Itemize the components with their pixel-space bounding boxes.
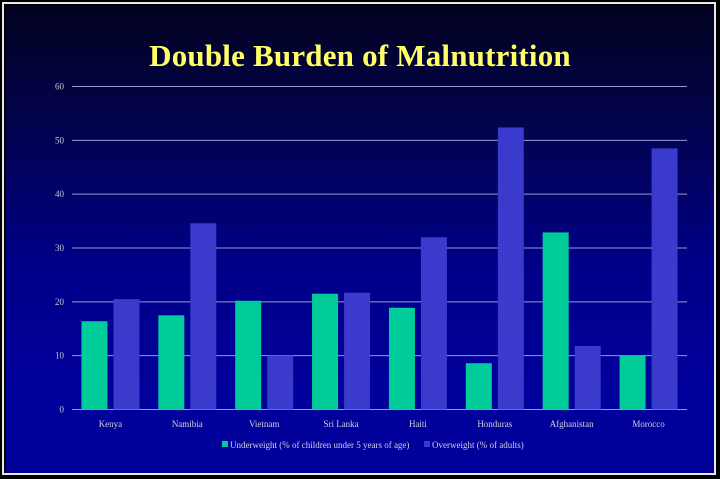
bar-underweight-haiti xyxy=(388,307,415,410)
bar-overweight-namibia xyxy=(190,223,217,410)
x-category-label: Vietnam xyxy=(249,419,279,429)
y-tick-label: 60 xyxy=(55,82,65,92)
chart-title: Double Burden of Malnutrition xyxy=(149,38,571,73)
y-tick-label: 20 xyxy=(55,297,65,307)
x-category-label: Kenya xyxy=(99,419,123,429)
bar-underweight-sri-lanka xyxy=(312,293,339,410)
x-category-label: Sri Lanka xyxy=(323,419,358,429)
bars xyxy=(81,127,678,410)
bar-overweight-kenya xyxy=(113,299,140,410)
bar-underweight-vietnam xyxy=(235,300,262,410)
bar-overweight-vietnam xyxy=(267,355,294,410)
legend-label-underweight: Underweight (% of children under 5 years… xyxy=(230,440,409,450)
legend-swatch-overweight xyxy=(424,441,430,447)
legend-label-overweight: Overweight (% of adults) xyxy=(432,440,524,450)
bar-overweight-sri-lanka xyxy=(344,292,371,410)
x-category-label: Namibia xyxy=(172,419,203,429)
y-tick-label: 10 xyxy=(55,351,65,361)
y-axis-tick-labels: 0 10 20 30 40 50 60 xyxy=(55,82,65,415)
x-category-label: Afghanistan xyxy=(550,419,594,429)
bar-underweight-afghanistan xyxy=(542,232,569,410)
legend-swatch-underweight xyxy=(222,441,228,447)
bar-overweight-honduras xyxy=(497,127,524,410)
bar-overweight-haiti xyxy=(420,237,447,410)
bar-underweight-honduras xyxy=(465,363,492,410)
x-category-label: Haiti xyxy=(409,419,427,429)
bar-underweight-morocco xyxy=(619,355,646,410)
bar-overweight-afghanistan xyxy=(574,345,601,410)
x-category-label: Morocco xyxy=(632,419,665,429)
y-tick-label: 50 xyxy=(55,135,65,145)
y-tick-label: 30 xyxy=(55,243,65,253)
x-category-label: Honduras xyxy=(477,419,512,429)
y-tick-label: 40 xyxy=(55,189,65,199)
bar-overweight-morocco xyxy=(651,148,678,410)
x-axis-category-labels: Kenya Namibia Vietnam Sri Lanka Haiti Hondura… xyxy=(99,419,666,429)
legend: Underweight (% of children under 5 years… xyxy=(222,440,524,450)
y-tick-label: 0 xyxy=(60,405,65,415)
bar-underweight-namibia xyxy=(158,315,185,410)
bar-underweight-kenya xyxy=(81,321,108,410)
